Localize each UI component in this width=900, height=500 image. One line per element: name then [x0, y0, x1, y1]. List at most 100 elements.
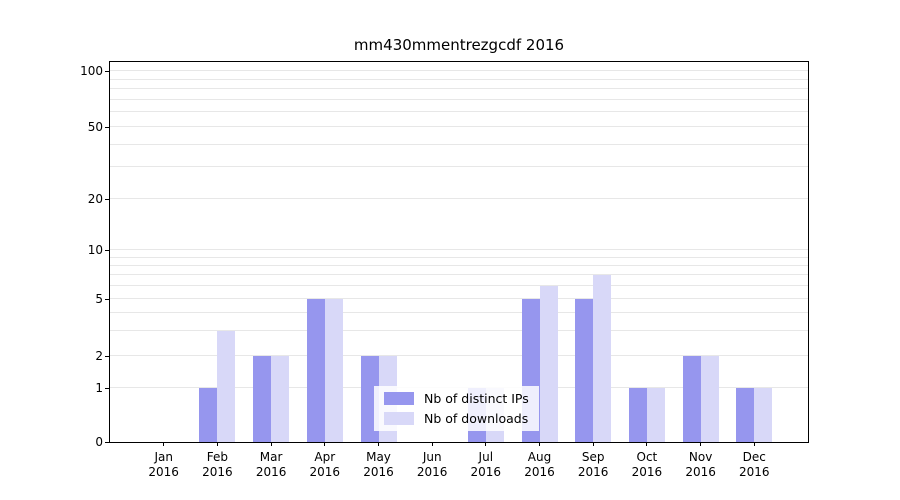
bar-downloads-dec	[754, 388, 773, 442]
y-axis: 0 1 2 5 10 20 50 100	[0, 62, 110, 449]
legend-item-distinct-ips: Nb of distinct IPs	[384, 391, 529, 406]
y-tick-label: 10	[87, 243, 103, 258]
x-tick-mark	[324, 442, 326, 446]
x-tick-month: Aug	[527, 450, 552, 464]
x-tick-mark	[700, 442, 702, 446]
chart-title: mm430mmentrezgcdf 2016	[353, 36, 565, 54]
gridline	[110, 98, 808, 100]
x-tick-label: Aug 2016	[510, 450, 570, 480]
x-tick-year: 2016	[739, 465, 770, 479]
gridline	[110, 264, 808, 266]
bar-distinct-ips-mar	[253, 356, 272, 442]
x-tick-year: 2016	[577, 465, 609, 479]
x-tick-label: Nov 2016	[671, 450, 731, 480]
plot-area: Nb of distinct IPs Nb of downloads	[110, 62, 808, 442]
bar-downloads-nov	[700, 356, 719, 442]
x-tick-mark	[592, 442, 594, 446]
x-tick-year: 2016	[524, 465, 555, 479]
x-tick-year: 2016	[631, 465, 663, 479]
gridline	[110, 298, 808, 300]
x-tick-year: 2016	[148, 465, 179, 479]
x-tick-mark	[431, 442, 433, 446]
x-tick-month: Jan	[154, 450, 173, 464]
x-tick-month: Nov	[688, 450, 713, 464]
x-tick-label: Mar 2016	[241, 450, 301, 480]
gridline	[110, 78, 808, 80]
y-tick-mark	[105, 388, 109, 389]
x-tick-month: Mar	[259, 450, 283, 464]
gridline	[110, 274, 808, 276]
bar-downloads-mar	[271, 356, 290, 442]
x-tick-label: Jul 2016	[456, 450, 516, 480]
y-tick-mark	[105, 299, 109, 301]
x-tick-mark	[216, 442, 218, 446]
x-tick-month: Oct	[636, 450, 658, 464]
x-tick-month: Sep	[581, 450, 605, 464]
y-tick-mark	[105, 356, 109, 358]
x-tick-mark	[163, 442, 165, 446]
bar-downloads-aug	[539, 286, 558, 442]
gridline	[110, 249, 808, 251]
legend-item-downloads: Nb of downloads	[384, 411, 529, 426]
bar-downloads-feb	[217, 330, 236, 442]
y-tick-label: 5	[95, 292, 103, 307]
x-tick-mark	[378, 442, 379, 446]
y-tick-mark	[105, 250, 109, 252]
x-tick-year: 2016	[363, 465, 394, 479]
bar-distinct-ips-sep	[575, 299, 594, 442]
gridline	[110, 166, 808, 168]
y-tick-label: 1	[95, 381, 103, 395]
x-tick-label: Sep 2016	[563, 450, 623, 480]
gridline	[110, 143, 808, 145]
x-tick-month: Jul	[478, 450, 494, 464]
x-tick-year: 2016	[416, 465, 448, 479]
y-tick-label: 100	[80, 64, 103, 79]
bar-distinct-ips-dec	[736, 388, 755, 442]
y-tick-label: 2	[95, 349, 103, 364]
x-tick-label: May 2016	[349, 450, 409, 480]
gridline	[110, 355, 808, 357]
gridline	[110, 126, 808, 127]
gridline	[110, 256, 808, 258]
x-tick-label: Dec 2016	[724, 450, 784, 480]
x-tick-month: Jun	[422, 450, 442, 464]
x-tick-label: Jun 2016	[402, 450, 462, 480]
x-tick-mark	[646, 442, 648, 446]
bar-distinct-ips-apr	[306, 299, 325, 442]
bar-distinct-ips-oct	[628, 388, 647, 442]
bar-distinct-ips-feb	[199, 388, 218, 442]
gridline	[110, 88, 808, 90]
x-tick-label: Apr 2016	[295, 450, 355, 480]
x-tick-month: May	[366, 450, 391, 464]
legend-swatch-downloads-icon	[384, 412, 414, 425]
gridline	[110, 70, 808, 72]
x-tick-year: 2016	[202, 465, 233, 479]
gridline	[110, 312, 808, 313]
gridline	[110, 198, 808, 200]
gridline	[110, 329, 808, 331]
x-tick-month: Apr	[314, 450, 336, 464]
y-tick-mark	[105, 199, 109, 201]
x-tick-mark	[753, 442, 755, 446]
y-tick-label: 50	[87, 120, 103, 134]
bar-downloads-oct	[646, 388, 665, 442]
legend: Nb of distinct IPs Nb of downloads	[374, 386, 539, 431]
x-tick-mark	[485, 442, 487, 446]
x-tick-label: Oct 2016	[617, 450, 677, 480]
x-tick-month: Feb	[206, 450, 229, 464]
gridline	[110, 111, 808, 113]
x-tick-year: 2016	[255, 465, 287, 479]
x-tick-year: 2016	[470, 465, 502, 479]
y-tick-label: 20	[87, 192, 103, 207]
x-tick-month: Dec	[742, 450, 766, 464]
legend-swatch-distinct-ips-icon	[384, 392, 414, 405]
bar-distinct-ips-nov	[682, 356, 701, 442]
x-tick-mark	[539, 442, 540, 446]
x-tick-year: 2016	[309, 465, 341, 479]
gridline	[110, 285, 808, 287]
x-axis: Jan 2016 Feb 2016 Mar 2016 Apr 2016 May 2016 Jun 20…	[110, 442, 808, 498]
y-tick-mark	[105, 127, 109, 128]
x-tick-year: 2016	[685, 465, 716, 479]
bar-downloads-apr	[324, 299, 343, 442]
